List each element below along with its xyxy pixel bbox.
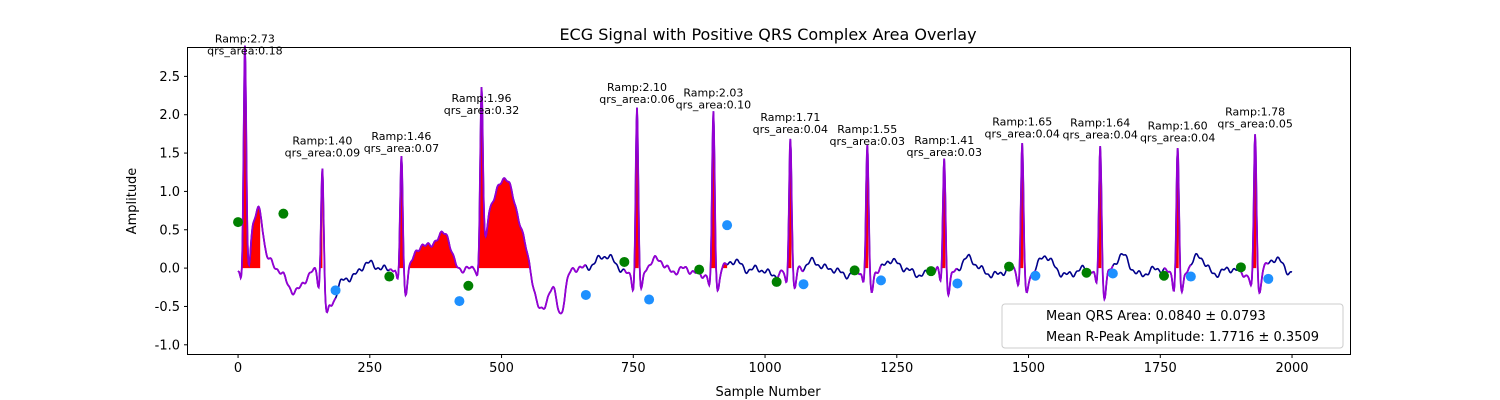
qrs-area-label: qrs_area:0.04 bbox=[1062, 128, 1137, 141]
qrs-offset-marker bbox=[1185, 271, 1196, 282]
x-tick-label: 0 bbox=[234, 361, 242, 376]
axes: 0 250 500 750 1000 1250 1500 1750 2000 -1.0 -0.5 0.… bbox=[155, 70, 1309, 376]
y-tick-label: -0.5 bbox=[155, 300, 180, 315]
x-tick-label: 1750 bbox=[1144, 361, 1177, 376]
r-peak-amplitude-label: Ramp:1.40 bbox=[292, 135, 352, 148]
chart-title: ECG Signal with Positive QRS Complex Are… bbox=[559, 25, 976, 44]
legend-entry-mean-r-peak-amplitude: Mean R-Peak Amplitude: 1.7716 ± 0.3509 bbox=[1046, 330, 1319, 345]
qrs-segment-line bbox=[388, 87, 587, 315]
qrs-offset-marker bbox=[580, 289, 591, 300]
r-peak-amplitude-label: Ramp:1.46 bbox=[371, 130, 431, 143]
qrs-offset-marker bbox=[454, 296, 465, 307]
qrs-offset-marker bbox=[798, 279, 809, 290]
x-tick-label: 2000 bbox=[1275, 361, 1308, 376]
qrs-segment-line bbox=[853, 144, 882, 293]
r-peak-amplitude-label: Ramp:1.96 bbox=[452, 92, 512, 105]
plot-frame bbox=[187, 47, 1351, 355]
qrs-onset-marker bbox=[1235, 262, 1246, 273]
y-axis-title: Amplitude bbox=[125, 168, 140, 235]
qrs-onset-marker bbox=[694, 264, 705, 275]
qrs-onset-marker bbox=[1004, 261, 1015, 272]
qrs-area-fills bbox=[238, 45, 1257, 269]
qrs-onset-marker bbox=[1081, 267, 1092, 278]
qrs-offset-marker bbox=[1030, 270, 1041, 281]
qrs-onset-marker bbox=[463, 280, 474, 291]
r-peak-amplitude-label: Ramp:1.64 bbox=[1070, 116, 1130, 129]
qrs-area-fill bbox=[238, 45, 261, 269]
r-peak-amplitude-label: Ramp:2.73 bbox=[215, 33, 275, 46]
x-tick-label: 500 bbox=[489, 361, 514, 376]
qrs-segment-line bbox=[623, 107, 728, 293]
x-tick-label: 1500 bbox=[1012, 361, 1045, 376]
qrs-segment-line bbox=[1163, 148, 1192, 295]
qrs-area-label: qrs_area:0.09 bbox=[285, 147, 360, 160]
r-peak-amplitude-label: Ramp:1.55 bbox=[837, 123, 897, 136]
x-axis-title: Sample Number bbox=[715, 385, 821, 400]
qrs-onset-marker bbox=[771, 276, 782, 287]
r-peak-amplitude-label: Ramp:1.60 bbox=[1148, 119, 1208, 132]
qrs-segment-line bbox=[237, 45, 337, 314]
y-tick-label: 0.5 bbox=[159, 223, 180, 238]
qrs-onset-marker bbox=[278, 208, 289, 219]
qrs-area-fill bbox=[699, 111, 728, 269]
r-peak-amplitude-label: Ramp:2.03 bbox=[683, 86, 743, 99]
peak-annotations: Ramp:2.73qrs_area:0.18Ramp:1.40qrs_area:… bbox=[207, 33, 1293, 160]
qrs-offset-marker bbox=[644, 294, 655, 305]
qrs-onset-marker bbox=[926, 266, 937, 277]
qrs-offset-marker bbox=[1107, 268, 1118, 279]
qrs-area-label: qrs_area:0.07 bbox=[364, 142, 439, 155]
r-peak-amplitude-label: Ramp:2.10 bbox=[607, 81, 667, 94]
qrs-area-fill bbox=[283, 168, 323, 269]
qrs-area-label: qrs_area:0.18 bbox=[207, 45, 282, 58]
qrs-offset-marker bbox=[1263, 273, 1274, 284]
qrs-area-label: qrs_area:0.06 bbox=[599, 93, 674, 106]
qrs-offset-marker bbox=[330, 285, 341, 296]
x-tick-label: 250 bbox=[357, 361, 382, 376]
y-tick-label: 2.0 bbox=[159, 108, 180, 123]
qrs-onset-marker bbox=[384, 271, 395, 282]
qrs-offset-marker bbox=[875, 275, 886, 286]
y-tick-label: -1.0 bbox=[155, 338, 180, 353]
qrs-area-label: qrs_area:0.10 bbox=[676, 98, 751, 111]
ecg-signal-layer bbox=[237, 45, 1293, 315]
qrs-area-label: qrs_area:0.04 bbox=[1140, 131, 1215, 144]
r-peak-amplitude-label: Ramp:1.41 bbox=[914, 134, 974, 147]
legend-entry-mean-qrs-area: Mean QRS Area: 0.0840 ± 0.0793 bbox=[1046, 309, 1266, 324]
legend: Mean QRS Area: 0.0840 ± 0.0793 Mean R-Pe… bbox=[1001, 303, 1344, 349]
qrs-onset-marker bbox=[1158, 270, 1169, 281]
y-tick-label: 0.0 bbox=[159, 262, 180, 277]
r-peak-amplitude-label: Ramp:1.71 bbox=[760, 111, 820, 124]
x-tick-label: 750 bbox=[621, 361, 646, 376]
qrs-area-fill bbox=[468, 87, 558, 269]
qrs-area-label: qrs_area:0.04 bbox=[984, 128, 1059, 141]
x-tick-label: 1250 bbox=[880, 361, 913, 376]
qrs-offset-marker bbox=[952, 278, 963, 289]
qrs-area-label: qrs_area:0.03 bbox=[830, 135, 905, 148]
y-tick-label: 1.5 bbox=[159, 147, 180, 162]
y-tick-label: 2.5 bbox=[159, 70, 180, 85]
qrs-onset-marker bbox=[619, 256, 630, 267]
qrs-segment-line bbox=[1240, 134, 1269, 295]
legend-box bbox=[1001, 303, 1344, 349]
y-tick-label: 1.0 bbox=[159, 185, 180, 200]
qrs-area-fill bbox=[389, 156, 460, 269]
qrs-onset-marker bbox=[849, 265, 860, 276]
qrs-area-label: qrs_area:0.32 bbox=[444, 104, 519, 117]
qrs-area-label: qrs_area:0.04 bbox=[753, 123, 828, 136]
qrs-onset-marker bbox=[233, 217, 244, 228]
qrs-area-label: qrs_area:0.03 bbox=[906, 146, 981, 159]
x-tick-label: 1000 bbox=[749, 361, 782, 376]
qrs-segment-line bbox=[776, 138, 805, 290]
qrs-markers bbox=[233, 208, 1274, 307]
qrs-offset-marker bbox=[722, 220, 733, 231]
r-peak-amplitude-label: Ramp:1.65 bbox=[992, 116, 1052, 129]
qrs-area-label: qrs_area:0.05 bbox=[1217, 118, 1292, 131]
r-peak-amplitude-label: Ramp:1.78 bbox=[1225, 106, 1285, 119]
